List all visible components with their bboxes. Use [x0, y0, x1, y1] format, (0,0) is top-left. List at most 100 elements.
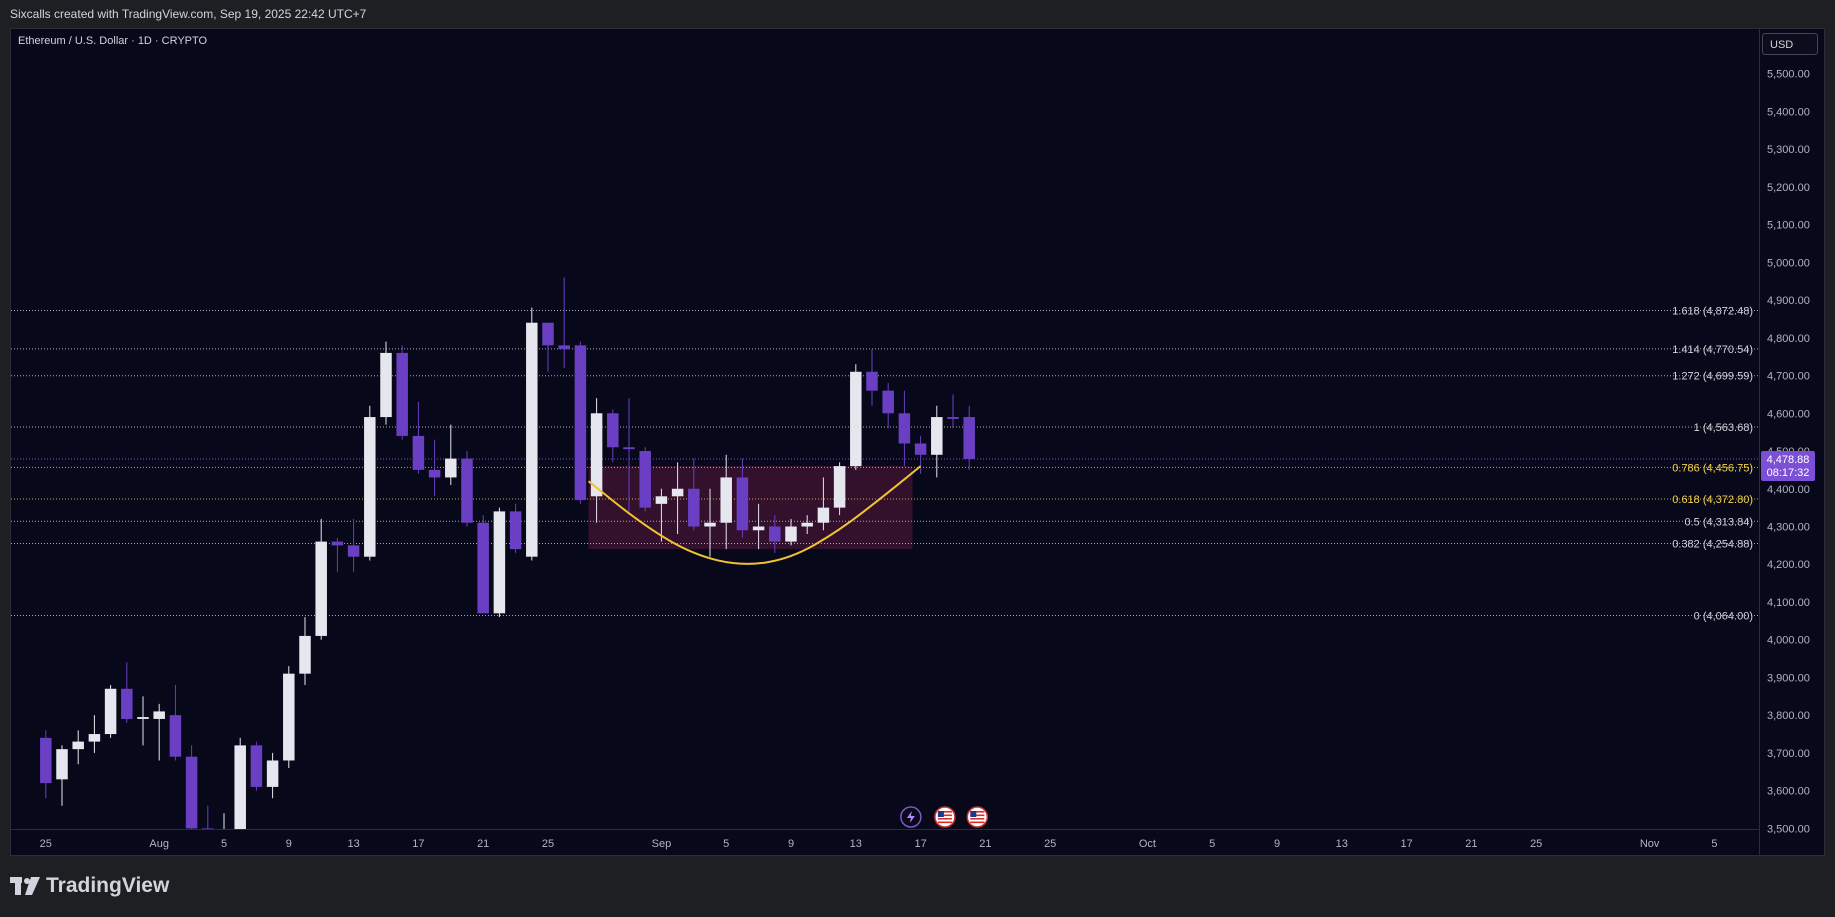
y-tick-label: 4,900.00: [1767, 295, 1810, 307]
candle: [396, 345, 408, 440]
x-tick-label: 13: [347, 838, 359, 850]
x-tick-label: 5: [1711, 838, 1717, 850]
candle: [234, 737, 246, 829]
flag-stripe: [970, 814, 985, 817]
candle-body: [752, 526, 765, 531]
x-tick-label: 17: [914, 838, 926, 850]
y-tick-label: 5,100.00: [1767, 220, 1810, 232]
x-tick-label: 5: [1209, 838, 1215, 850]
y-tick-label: 3,700.00: [1767, 748, 1810, 760]
candle: [736, 458, 749, 538]
flag-canton: [937, 811, 944, 817]
current-price-label: 4,478.88: [1767, 454, 1810, 466]
cup-curve: [587, 465, 922, 565]
x-tick-label: Oct: [1139, 838, 1156, 850]
candle: [88, 715, 101, 753]
currency-button[interactable]: USD: [1762, 33, 1818, 55]
candle-body: [477, 522, 489, 614]
candle: [223, 813, 225, 829]
candle-body: [461, 458, 473, 523]
candle-body: [428, 469, 441, 478]
candle: [477, 515, 489, 614]
candle-body: [607, 413, 619, 448]
candle: [607, 409, 619, 463]
candle: [445, 424, 457, 485]
candle: [963, 405, 975, 470]
y-tick-label: 4,200.00: [1767, 559, 1810, 571]
candle: [509, 503, 522, 553]
candle-body: [380, 352, 392, 418]
candle-body: [509, 511, 522, 550]
tradingview-brand[interactable]: TradingView: [10, 874, 169, 898]
candle: [931, 405, 943, 478]
lightning-event-icon: [900, 806, 922, 828]
candle-body: [947, 417, 959, 419]
brand-name: TradingView: [46, 874, 170, 897]
fib-label-0.618: 0.618 (4,372.80): [1672, 494, 1753, 506]
price-chart[interactable]: 1.618 (4,872.48) 1.414 (4,770.54) 1.272 (4…: [11, 29, 1824, 855]
candle: [558, 277, 570, 368]
candle: [137, 696, 149, 746]
y-tick-label: 4,600.00: [1767, 408, 1810, 420]
candle-body: [412, 435, 425, 470]
candle-body: [655, 496, 668, 504]
x-tick-label: 17: [1400, 838, 1412, 850]
chart-frame[interactable]: 1.618 (4,872.48) 1.414 (4,770.54) 1.272 (4…: [10, 28, 1825, 856]
candle-body: [785, 526, 797, 542]
y-tick-label: 3,800.00: [1767, 710, 1810, 722]
lightning-bolt: [906, 811, 915, 823]
y-tick-label: 3,600.00: [1767, 786, 1810, 798]
candle: [947, 394, 959, 429]
chart-caption: Sixcalls created with TradingView.com, S…: [0, 0, 1835, 28]
fib-label-1: 1 (4,563.68): [1694, 422, 1753, 434]
candle: [283, 666, 295, 769]
candle: [574, 341, 587, 504]
candle: [898, 390, 911, 467]
x-tick-label: 21: [979, 838, 991, 850]
y-tick-label: 3,900.00: [1767, 672, 1810, 684]
y-tick-label: 5,500.00: [1767, 69, 1810, 81]
y-tick-label: 4,700.00: [1767, 371, 1810, 383]
fib-label-1.618: 1.618 (4,872.48): [1672, 305, 1753, 317]
candle-body: [72, 741, 84, 750]
candle-body: [40, 737, 52, 784]
candle-body: [736, 477, 749, 531]
candle-body: [250, 745, 263, 787]
y-tick-label: 4,300.00: [1767, 521, 1810, 533]
tradingview-logo-icon: [10, 877, 40, 895]
candle-body: [688, 488, 700, 527]
x-tick-label: Sep: [652, 838, 672, 850]
fib-label-1.272: 1.272 (4,699.59): [1672, 371, 1753, 383]
candle: [185, 745, 198, 829]
flag-stripe: [937, 811, 952, 813]
candle-body: [623, 447, 635, 450]
candle: [882, 383, 894, 429]
candle-body: [396, 352, 408, 436]
x-tick-label: 9: [1274, 838, 1280, 850]
y-tick-label: 4,100.00: [1767, 597, 1810, 609]
flag-stripe: [937, 821, 952, 824]
flag-stripe: [970, 818, 985, 820]
fib-label-0: 0 (4,064.00): [1694, 611, 1753, 623]
fib-label-0.786: 0.786 (4,456.75): [1672, 462, 1753, 474]
candle-body: [963, 417, 975, 459]
y-tick-label: 5,000.00: [1767, 257, 1810, 269]
candle-body: [639, 451, 651, 508]
footer: TradingView: [0, 856, 1835, 917]
flag-stripe: [937, 818, 952, 820]
candle: [56, 745, 68, 806]
candle-body: [671, 488, 684, 497]
lightning-ring: [900, 806, 922, 828]
candle-body: [299, 635, 311, 674]
candle: [153, 703, 165, 761]
candle-body: [558, 345, 570, 350]
candle: [121, 662, 133, 723]
candle-body: [234, 745, 246, 829]
candle: [331, 537, 344, 572]
candle-body: [331, 541, 344, 546]
candle: [817, 477, 830, 531]
candle-body: [88, 734, 101, 742]
candle-body: [121, 688, 133, 719]
y-tick-label: 4,400.00: [1767, 484, 1810, 496]
candle-body: [882, 390, 894, 414]
